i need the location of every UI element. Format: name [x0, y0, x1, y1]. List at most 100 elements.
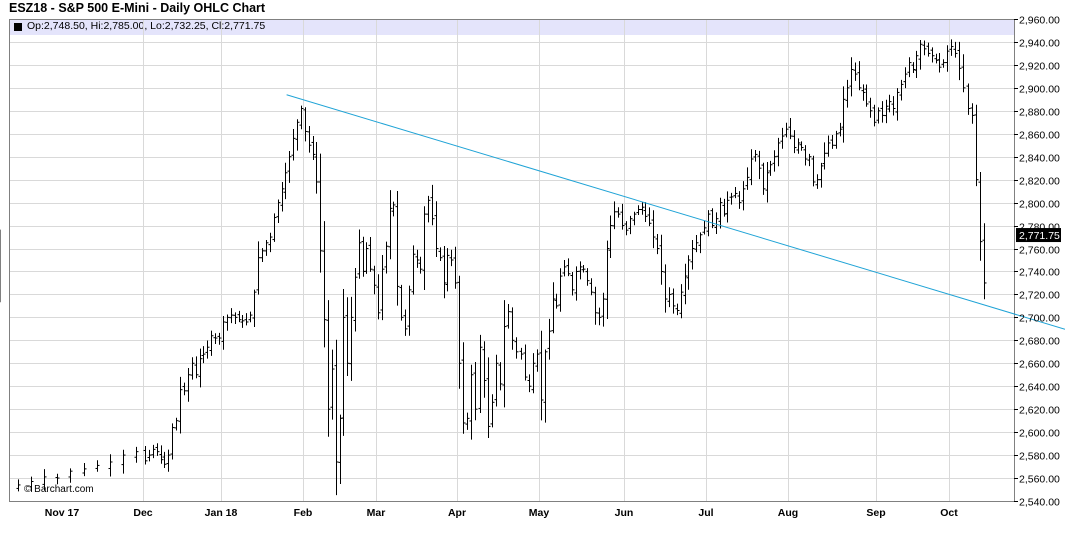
ohlc-bar [655, 234, 660, 255]
ohlc-bar [903, 67, 908, 89]
ohlc-bar [899, 79, 904, 101]
x-tick-label: Feb [294, 507, 313, 519]
ohlc-bar [710, 208, 715, 229]
ohlc-bar [628, 215, 633, 235]
vertical-grid [143, 19, 950, 501]
y-tick-label: 2,600.00 [1019, 428, 1060, 440]
ohlc-bar [667, 287, 672, 308]
ohlc-bar [930, 47, 935, 63]
ohlc-bar [338, 414, 343, 484]
ohlc-bar [683, 263, 688, 305]
ohlc-bar [788, 117, 793, 140]
ohlc-bar [519, 347, 524, 360]
ohlc-bar [857, 61, 862, 91]
ohlc-bar [876, 107, 881, 124]
ohlc-bar [554, 293, 559, 309]
ohlc-bar [914, 50, 919, 79]
ohlc-bar [326, 300, 331, 437]
ohlc-bar [330, 349, 335, 420]
ohlc-bar [659, 234, 664, 285]
ohlc-bar [849, 57, 854, 97]
ohlc-bar [147, 449, 152, 462]
ohlc-bar [918, 39, 923, 70]
ohlc-bar [174, 417, 179, 431]
ohlc-bar [502, 300, 507, 408]
ohlc-bar [612, 201, 617, 230]
y-tick-label: 2,680.00 [1019, 336, 1060, 348]
ohlc-bar [442, 245, 447, 299]
ohlc-bar [826, 135, 831, 157]
ohlc-bar [768, 160, 773, 176]
ohlc-bar [551, 282, 556, 334]
ohlc-bar [372, 265, 377, 295]
ohlc-bar [961, 54, 966, 93]
ohlc-bar [679, 284, 684, 319]
ohlc-bar [260, 248, 265, 262]
ohlc-bar [205, 340, 210, 359]
ohlc-bar [853, 62, 858, 81]
ohlc-bar [937, 52, 942, 73]
ohlc-bar [108, 454, 113, 477]
ohlc-bar [186, 367, 191, 402]
ohlc-bar [543, 349, 548, 423]
y-tick-label: 2,700.00 [1019, 313, 1060, 325]
y-tick-label: 2,840.00 [1019, 153, 1060, 165]
ohlc-bar [311, 136, 316, 161]
ohlc-bar [349, 296, 354, 381]
ohlc-bar [784, 122, 789, 138]
y-tick-label: 2,820.00 [1019, 176, 1060, 188]
ohlc-bar [42, 469, 47, 491]
x-tick-label: Oct [940, 507, 958, 519]
y-tick-label: 2,560.00 [1019, 474, 1060, 486]
ohlc-bar [29, 476, 34, 492]
ohlc-bar [872, 104, 877, 127]
ohlc-bar [190, 357, 195, 380]
x-tick-label: Apr [448, 507, 466, 519]
ohlc-bar [322, 221, 327, 348]
ohlc-bar [303, 107, 308, 142]
ohlc-bar [945, 45, 950, 72]
ohlc-bar [907, 57, 912, 78]
ohlc-bar [422, 206, 427, 291]
ohlc-bar [523, 344, 528, 381]
ohlc-bar [478, 334, 483, 414]
ohlc-bar [632, 211, 637, 226]
ohlc-bar [601, 292, 606, 327]
ohlc-bar [368, 236, 373, 272]
ohlc-bar [461, 342, 466, 434]
ohlc-bar [911, 62, 916, 74]
ohlc-bar [753, 150, 758, 162]
ohlc-bar [792, 130, 797, 154]
ohlc-bar [353, 268, 358, 332]
ohlc-bar [597, 307, 602, 326]
ohlc-bar [490, 394, 495, 428]
ohlc-bar [403, 309, 408, 336]
ohlc-bar [819, 162, 824, 188]
ohlc-bar [225, 314, 230, 331]
ohlc-bar [776, 137, 781, 167]
ohlc-bar [694, 234, 699, 253]
ohlc-bar [822, 142, 827, 170]
ohlc-bar [741, 181, 746, 211]
ohlc-bar [780, 127, 785, 149]
ohlc-bar [640, 202, 645, 215]
ohlc-bar [757, 150, 762, 180]
ohlc-bar [510, 307, 515, 350]
y-tick-label: 2,580.00 [1019, 451, 1060, 463]
ohlc-bar [248, 311, 253, 323]
ohlc-bar [162, 451, 167, 469]
ohlc-bar [570, 271, 575, 296]
ohlc-bar [380, 254, 385, 321]
ohlc-bar [815, 174, 820, 189]
ohlc-bar [334, 339, 339, 496]
ohlc-bar [830, 134, 835, 149]
ohlc-bar [941, 59, 946, 68]
x-axis: Nov 17 Dec Jan 18 Feb Mar Apr May Jun Jul Aug Sep O… [45, 507, 958, 519]
ohlc-bar [671, 288, 676, 314]
ohlc-bar [663, 264, 668, 313]
y-tick-label: 2,880.00 [1019, 107, 1060, 119]
ohlc-bar [589, 278, 594, 296]
ohlc-bar [233, 312, 238, 324]
ohlc-bar [605, 240, 610, 319]
x-tick-label: Dec [133, 507, 152, 519]
